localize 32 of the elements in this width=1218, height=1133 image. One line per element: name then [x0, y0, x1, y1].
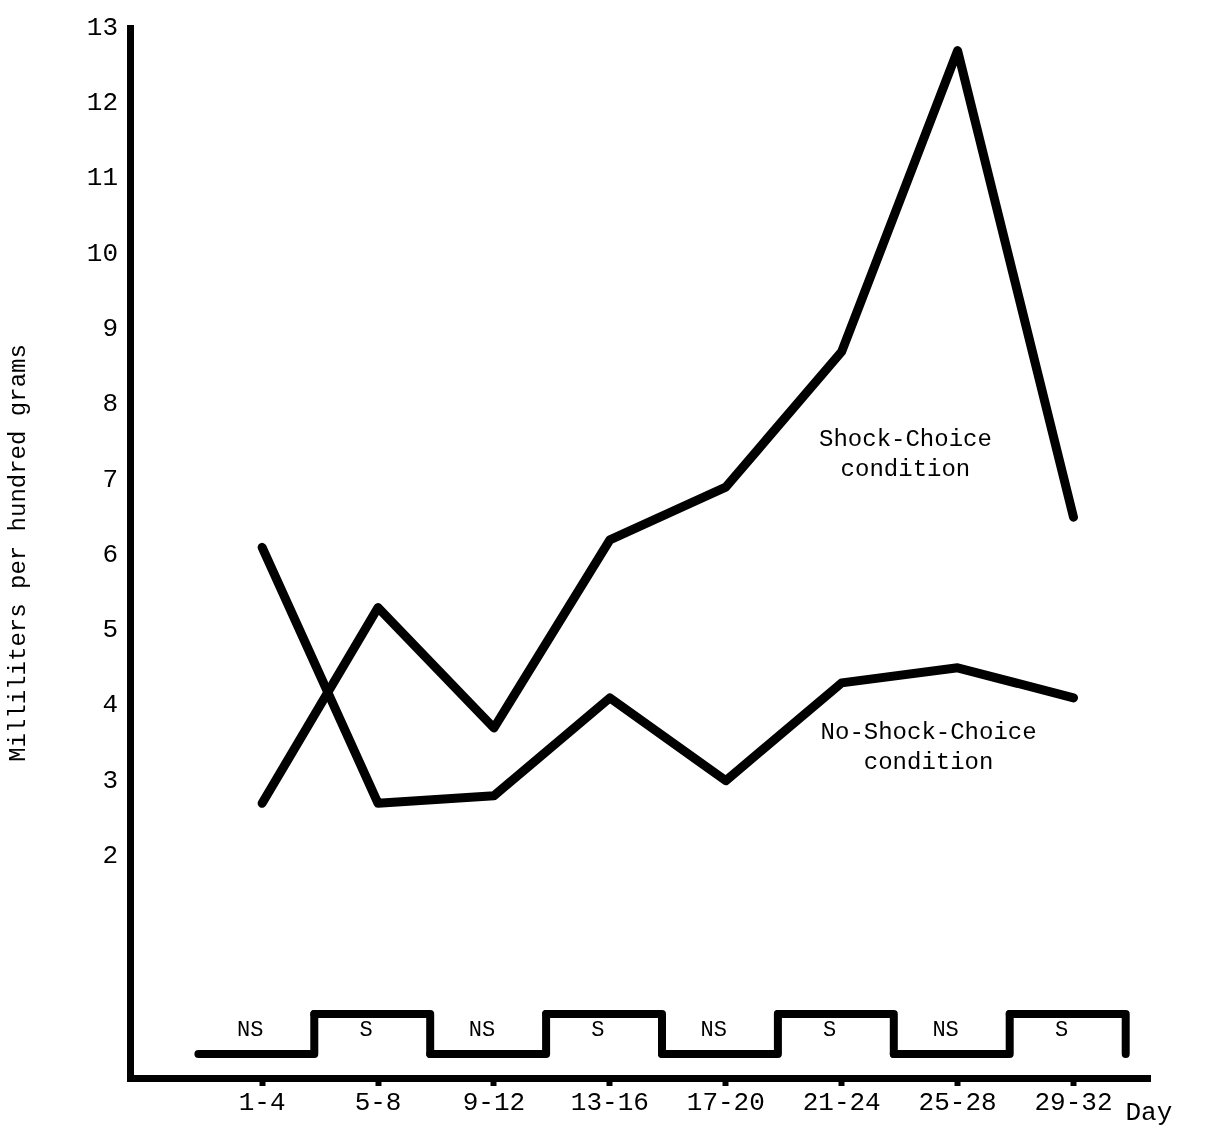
y-tick-label: 11	[86, 163, 118, 194]
y-tick-label: 4	[102, 690, 118, 721]
y-tick-label: 9	[102, 313, 118, 344]
x-axis-title: Day	[1125, 1097, 1173, 1128]
y-tick-label: 13	[86, 12, 118, 43]
annotation: NS	[932, 1017, 959, 1043]
y-tick-label: 2	[102, 840, 118, 871]
y-tick-label: 12	[86, 88, 118, 119]
annotation: S	[1054, 1017, 1069, 1043]
y-tick-label: 7	[102, 464, 118, 495]
y-tick-label: 6	[102, 539, 118, 570]
annotation: NS	[468, 1017, 496, 1043]
x-tick-label: 21-24	[802, 1088, 881, 1119]
y-tick-label: 8	[102, 389, 118, 420]
x-tick-label: 5-8	[354, 1088, 402, 1119]
x-tick-label: 13-16	[570, 1088, 649, 1119]
annotation: NS	[236, 1017, 264, 1043]
x-tick-label: 25-28	[918, 1088, 997, 1119]
x-tick-label: 29-32	[1034, 1088, 1113, 1119]
series-label: No-Shock-Choice condition	[820, 719, 1037, 777]
x-tick-label: 17-20	[686, 1088, 765, 1119]
y-tick-label: 10	[86, 238, 118, 269]
annotation: NS	[700, 1017, 727, 1043]
annotation: S	[591, 1017, 605, 1043]
annotation: S	[359, 1017, 373, 1043]
series-label: Shock-Choice condition	[819, 426, 992, 484]
x-tick-label: 9-12	[462, 1088, 526, 1119]
y-tick-label: 5	[102, 615, 118, 646]
y-tick-label: 3	[102, 765, 118, 796]
annotation: S	[823, 1017, 837, 1043]
y-axis-title: Milliliters per hundred grams	[4, 344, 32, 762]
x-tick-label: 1-4	[238, 1088, 286, 1119]
